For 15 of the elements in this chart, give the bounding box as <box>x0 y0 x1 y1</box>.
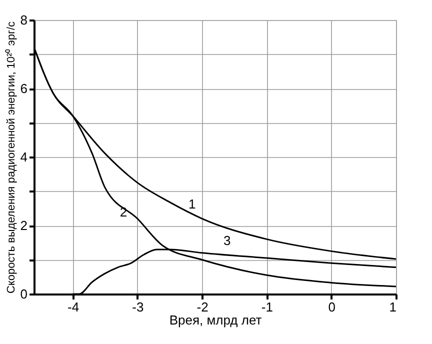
y-axis-title: Скорость выделения радиогенной энергии, 10²⁰ эрг/с <box>4 20 18 294</box>
y-tick-label: 2 <box>20 218 28 233</box>
y-tick-label: 4 <box>20 150 28 164</box>
x-tick-label: 1 <box>389 300 396 314</box>
x-tick-label: -1 <box>261 300 273 314</box>
series-label: 1 <box>188 196 196 212</box>
series-label: 3 <box>223 232 231 248</box>
x-tick-label: -2 <box>196 300 208 314</box>
x-tick-label: -3 <box>132 300 144 314</box>
y-tick-label: 8 <box>20 12 28 28</box>
x-tick-label: 0 <box>328 300 336 314</box>
x-axis-title: Врея, млрд лет <box>169 312 262 328</box>
y-tick-label: 0 <box>20 286 28 302</box>
x-tick-label: -4 <box>68 300 80 314</box>
y-tick-label: 6 <box>20 81 28 96</box>
